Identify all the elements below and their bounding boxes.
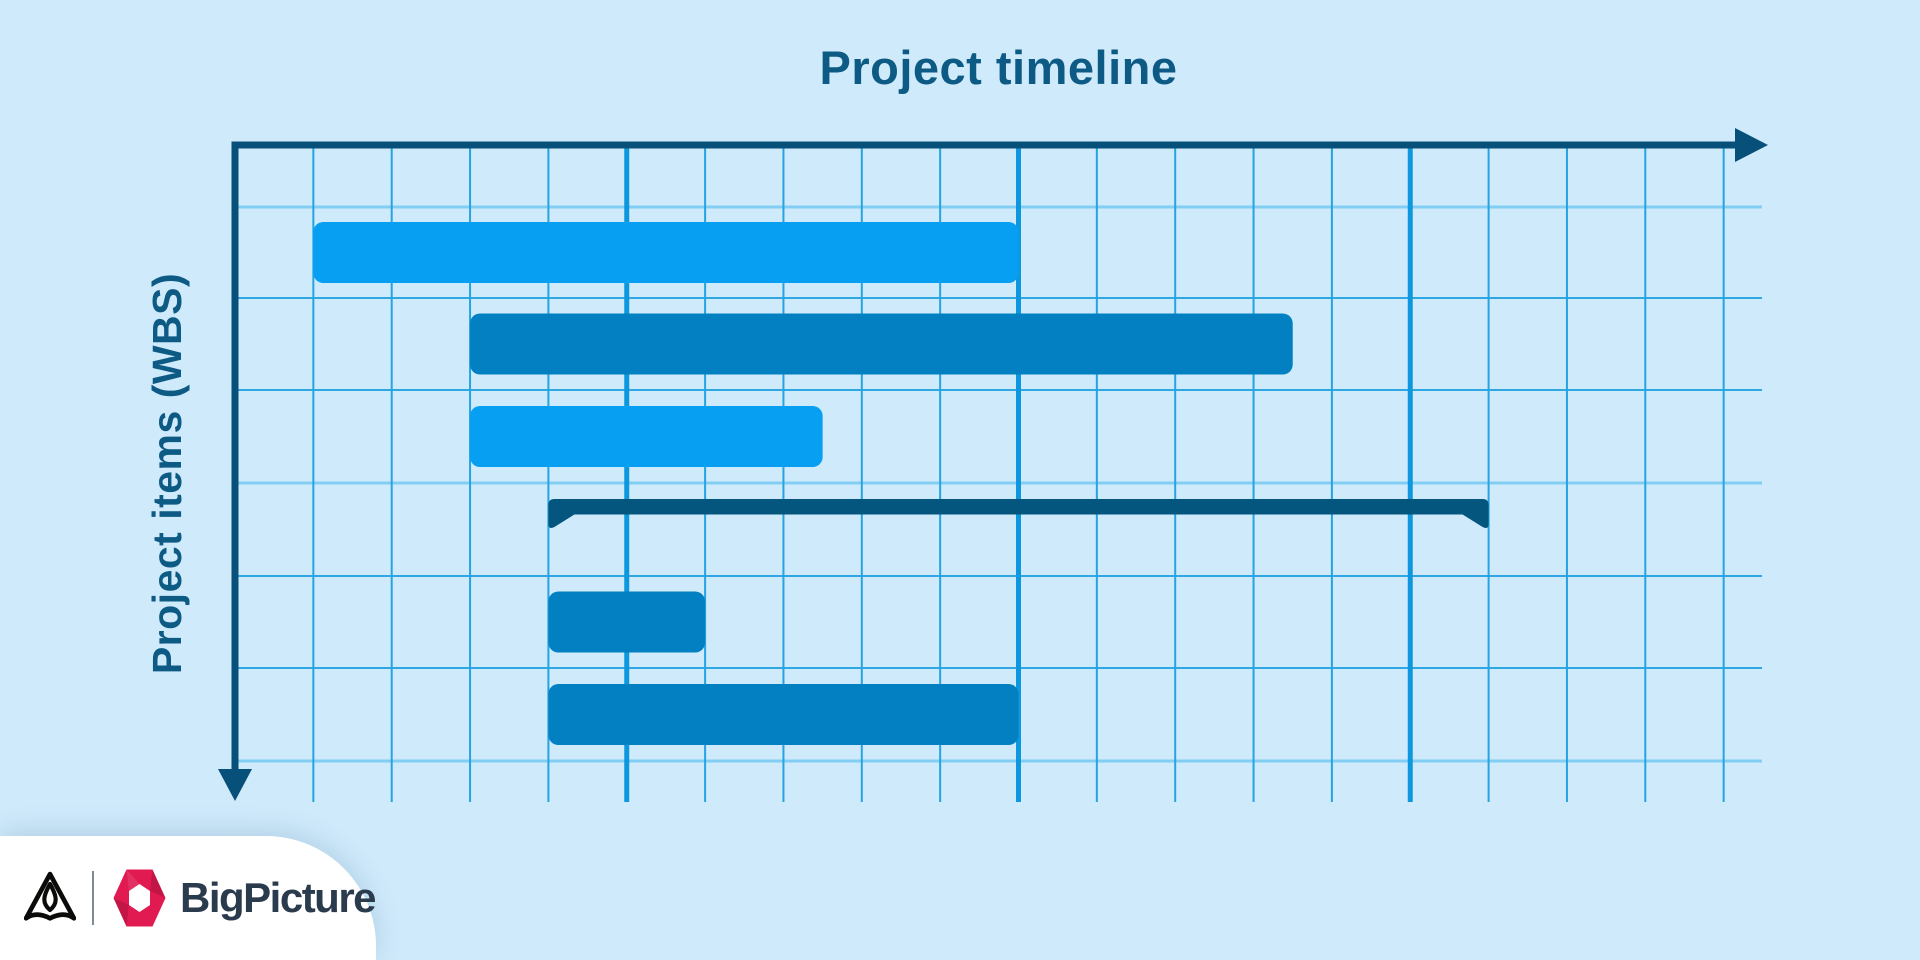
gantt-summary-bar [548,499,1489,528]
x-axis-arrow-icon [1735,128,1768,162]
bigpicture-hexagon-icon [113,869,166,927]
gantt-task-bar [548,684,1019,745]
logo-card: BigPicture [0,836,377,960]
y-axis-arrow-icon [218,769,252,801]
logo-divider [92,871,94,925]
logo-product-name: BigPicture [180,874,377,921]
gantt-task-bar [470,313,1293,375]
gantt-task-bar [548,591,706,653]
appfire-mark-icon [24,871,76,921]
gantt-task-bar [470,406,823,467]
chart-title: Project timeline [819,41,1178,94]
gantt-task-bar [313,222,1019,283]
